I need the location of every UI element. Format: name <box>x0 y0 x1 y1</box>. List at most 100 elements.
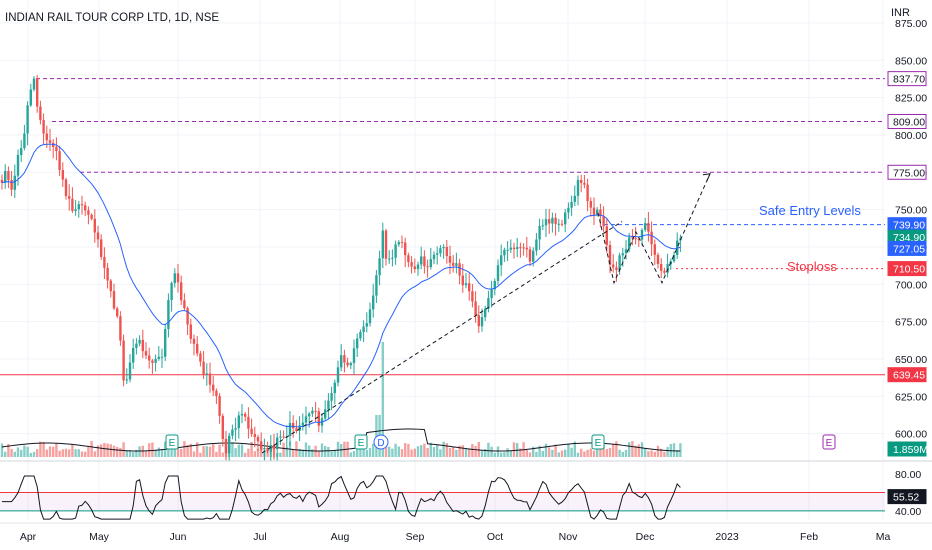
candle[interactable] <box>352 339 356 375</box>
candle[interactable] <box>234 417 237 442</box>
candle[interactable] <box>496 259 500 286</box>
candle[interactable] <box>384 228 388 266</box>
candle[interactable] <box>586 178 589 212</box>
candle[interactable] <box>525 236 528 258</box>
candle[interactable] <box>218 393 221 424</box>
candle[interactable] <box>10 171 13 197</box>
candle[interactable] <box>570 195 573 216</box>
candle[interactable] <box>189 318 192 344</box>
candle[interactable] <box>157 346 160 361</box>
candle[interactable] <box>61 162 64 187</box>
candle[interactable] <box>240 404 244 424</box>
candle[interactable] <box>221 413 224 447</box>
candle[interactable] <box>84 201 87 217</box>
candle[interactable] <box>215 388 218 404</box>
candle[interactable] <box>560 219 564 227</box>
candle[interactable] <box>666 253 669 278</box>
candle[interactable] <box>144 342 148 359</box>
candle[interactable] <box>452 254 455 273</box>
candle[interactable] <box>26 101 29 146</box>
candle[interactable] <box>608 240 612 274</box>
candle[interactable] <box>170 281 173 312</box>
candle[interactable] <box>372 283 375 318</box>
candle[interactable] <box>103 247 106 280</box>
candle[interactable] <box>647 212 650 242</box>
candle[interactable] <box>426 259 429 278</box>
candle[interactable] <box>439 244 442 257</box>
candle[interactable] <box>308 411 311 428</box>
candle[interactable] <box>279 430 282 445</box>
candle[interactable] <box>58 145 61 176</box>
candle[interactable] <box>327 393 330 420</box>
candle[interactable] <box>583 174 586 189</box>
candle[interactable] <box>394 240 397 265</box>
candle[interactable] <box>432 251 436 265</box>
candle[interactable] <box>602 206 605 233</box>
candle[interactable] <box>605 217 608 253</box>
event-marker[interactable]: E <box>822 434 836 450</box>
candle[interactable] <box>154 354 157 372</box>
candle[interactable] <box>32 76 36 92</box>
candle[interactable] <box>448 245 452 275</box>
candle[interactable] <box>164 323 167 361</box>
candle[interactable] <box>253 426 256 448</box>
candle[interactable] <box>109 278 112 298</box>
candle[interactable] <box>512 242 516 259</box>
candle[interactable] <box>320 413 324 433</box>
candle[interactable] <box>477 305 480 333</box>
candle[interactable] <box>330 386 333 411</box>
candle[interactable] <box>436 246 439 265</box>
candle[interactable] <box>96 225 100 248</box>
candle[interactable] <box>480 308 484 332</box>
candle[interactable] <box>455 252 458 274</box>
candle[interactable] <box>260 432 263 452</box>
candle[interactable] <box>541 219 544 231</box>
candle[interactable] <box>381 222 384 269</box>
candle[interactable] <box>564 208 567 233</box>
candle[interactable] <box>269 435 272 461</box>
candle[interactable] <box>631 228 634 246</box>
candle[interactable] <box>544 208 548 238</box>
candle[interactable] <box>522 243 525 256</box>
candle[interactable] <box>90 213 93 221</box>
candle[interactable] <box>445 239 448 264</box>
candle[interactable] <box>288 411 292 447</box>
candle[interactable] <box>237 411 240 439</box>
candles[interactable] <box>0 74 682 461</box>
candle[interactable] <box>244 411 247 422</box>
candle[interactable] <box>365 312 368 333</box>
candle[interactable] <box>138 335 141 347</box>
event-marker[interactable]: E <box>165 434 179 450</box>
candle[interactable] <box>528 246 532 267</box>
candle[interactable] <box>128 354 132 383</box>
candle[interactable] <box>464 272 468 289</box>
candle[interactable] <box>119 311 122 346</box>
candle[interactable] <box>368 302 372 327</box>
candle[interactable] <box>416 261 420 276</box>
candle[interactable] <box>474 291 477 323</box>
candle[interactable] <box>125 368 128 384</box>
candle[interactable] <box>400 235 404 249</box>
candle[interactable] <box>580 174 583 193</box>
candle[interactable] <box>74 200 77 216</box>
candle[interactable] <box>304 406 308 435</box>
candle[interactable] <box>592 197 596 226</box>
candle[interactable] <box>672 251 676 263</box>
candle[interactable] <box>356 333 359 357</box>
candle[interactable] <box>423 250 426 274</box>
candle[interactable] <box>333 379 336 405</box>
candle[interactable] <box>484 305 487 322</box>
candle[interactable] <box>490 280 493 308</box>
candle[interactable] <box>404 237 407 268</box>
candle[interactable] <box>573 185 576 207</box>
candle[interactable] <box>375 269 378 304</box>
candle[interactable] <box>429 247 432 270</box>
candle[interactable] <box>71 187 74 214</box>
candle[interactable] <box>29 83 32 107</box>
candle[interactable] <box>93 209 96 243</box>
event-marker[interactable]: E <box>354 434 368 450</box>
candle[interactable] <box>538 218 541 250</box>
candle[interactable] <box>410 256 413 274</box>
